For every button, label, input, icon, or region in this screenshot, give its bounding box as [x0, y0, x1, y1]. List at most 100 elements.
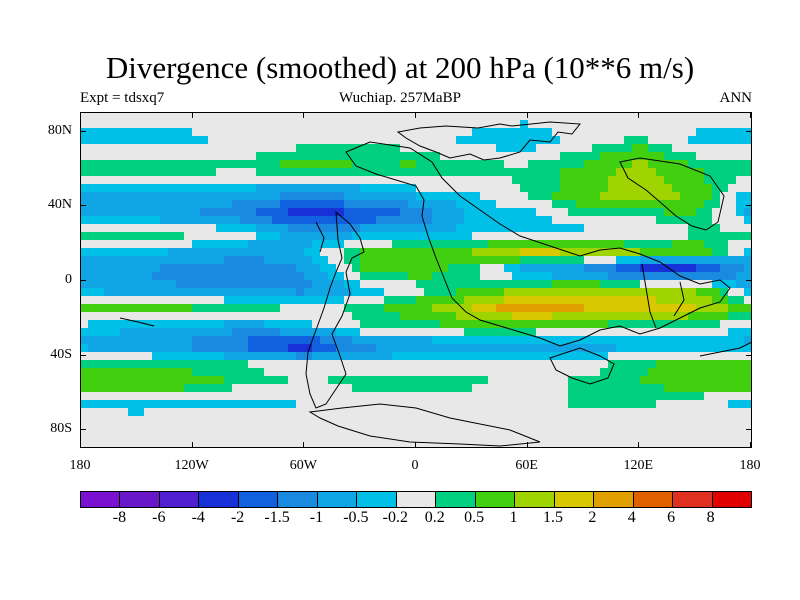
- contour-cell: [720, 256, 729, 265]
- contour-cell: [360, 320, 369, 329]
- contour-cell: [360, 352, 369, 361]
- contour-cell: [504, 168, 513, 177]
- contour-cell: [456, 392, 465, 401]
- contour-cell: [328, 168, 337, 177]
- contour-cell: [136, 192, 145, 201]
- contour-cell: [288, 248, 297, 257]
- contour-cell: [592, 128, 601, 137]
- contour-cell: [376, 312, 385, 321]
- contour-cell: [376, 152, 385, 161]
- contour-cell: [432, 160, 441, 169]
- contour-cell: [264, 232, 273, 241]
- contour-cell: [552, 120, 561, 129]
- contour-cell: [496, 176, 505, 185]
- contour-cell: [328, 416, 337, 425]
- contour-cell: [560, 400, 569, 409]
- contour-cell: [256, 296, 265, 305]
- contour-cell: [744, 144, 752, 153]
- contour-cell: [640, 240, 649, 249]
- contour-cell: [744, 328, 752, 337]
- contour-cell: [176, 320, 185, 329]
- longitude-tick: [80, 112, 81, 118]
- contour-cell: [240, 224, 249, 233]
- contour-cell: [288, 184, 297, 193]
- contour-cell: [504, 296, 513, 305]
- contour-cell: [408, 264, 417, 273]
- contour-cell: [136, 272, 145, 281]
- contour-cell: [208, 192, 217, 201]
- contour-cell: [232, 336, 241, 345]
- continent-outline: [305, 210, 365, 409]
- contour-cell: [328, 264, 337, 273]
- contour-cell: [368, 400, 377, 409]
- contour-cell: [352, 304, 361, 313]
- contour-cell: [744, 312, 752, 321]
- contour-cell: [104, 208, 113, 217]
- contour-cell: [360, 440, 369, 448]
- contour-cell: [504, 144, 513, 153]
- contour-cell: [528, 112, 537, 121]
- contour-cell: [704, 360, 713, 369]
- contour-cell: [520, 424, 529, 433]
- contour-cell: [128, 136, 137, 145]
- contour-cell: [296, 424, 305, 433]
- contour-cell: [392, 248, 401, 257]
- contour-cell: [312, 176, 321, 185]
- contour-cell: [736, 224, 745, 233]
- contour-cell: [480, 136, 489, 145]
- contour-cell: [568, 144, 577, 153]
- contour-cell: [256, 264, 265, 273]
- contour-cell: [608, 168, 617, 177]
- contour-cell: [472, 184, 481, 193]
- contour-cell: [328, 392, 337, 401]
- contour-cell: [592, 360, 601, 369]
- contour-cell: [592, 288, 601, 297]
- contour-cell: [544, 200, 553, 209]
- contour-cell: [480, 296, 489, 305]
- contour-cell: [640, 224, 649, 233]
- contour-cell: [144, 336, 153, 345]
- contour-cell: [600, 200, 609, 209]
- contour-cell: [728, 200, 737, 209]
- contour-cell: [584, 368, 593, 377]
- contour-cell: [648, 272, 657, 281]
- contour-cell: [608, 424, 617, 433]
- contour-cell: [496, 264, 505, 273]
- latitude-tick: [746, 354, 752, 356]
- contour-cell: [632, 192, 641, 201]
- contour-cell: [160, 384, 169, 393]
- contour-cell: [376, 304, 385, 313]
- contour-cell: [480, 280, 489, 289]
- contour-cell: [704, 296, 713, 305]
- contour-cell: [280, 336, 289, 345]
- contour-cell: [624, 120, 633, 129]
- contour-cell: [456, 160, 465, 169]
- contour-cell: [144, 312, 153, 321]
- contour-cell: [312, 424, 321, 433]
- contour-cell: [240, 208, 249, 217]
- contour-cell: [584, 144, 593, 153]
- contour-cell: [344, 264, 353, 273]
- contour-cell: [520, 344, 529, 353]
- contour-cell: [392, 368, 401, 377]
- contour-cell: [512, 200, 521, 209]
- contour-cell: [728, 328, 737, 337]
- contour-cell: [104, 352, 113, 361]
- contour-cell: [176, 152, 185, 161]
- contour-cell: [560, 120, 569, 129]
- contour-cell: [200, 216, 209, 225]
- contour-cell: [496, 344, 505, 353]
- contour-cell: [712, 376, 721, 385]
- contour-cell: [112, 264, 121, 273]
- contour-cell: [80, 208, 89, 217]
- contour-cell: [168, 176, 177, 185]
- contour-cell: [264, 384, 273, 393]
- contour-cell: [512, 296, 521, 305]
- contour-cell: [176, 144, 185, 153]
- contour-cell: [384, 144, 393, 153]
- contour-cell: [680, 352, 689, 361]
- contour-cell: [464, 232, 473, 241]
- contour-cell: [624, 344, 633, 353]
- contour-cell: [472, 200, 481, 209]
- contour-cell: [728, 304, 737, 313]
